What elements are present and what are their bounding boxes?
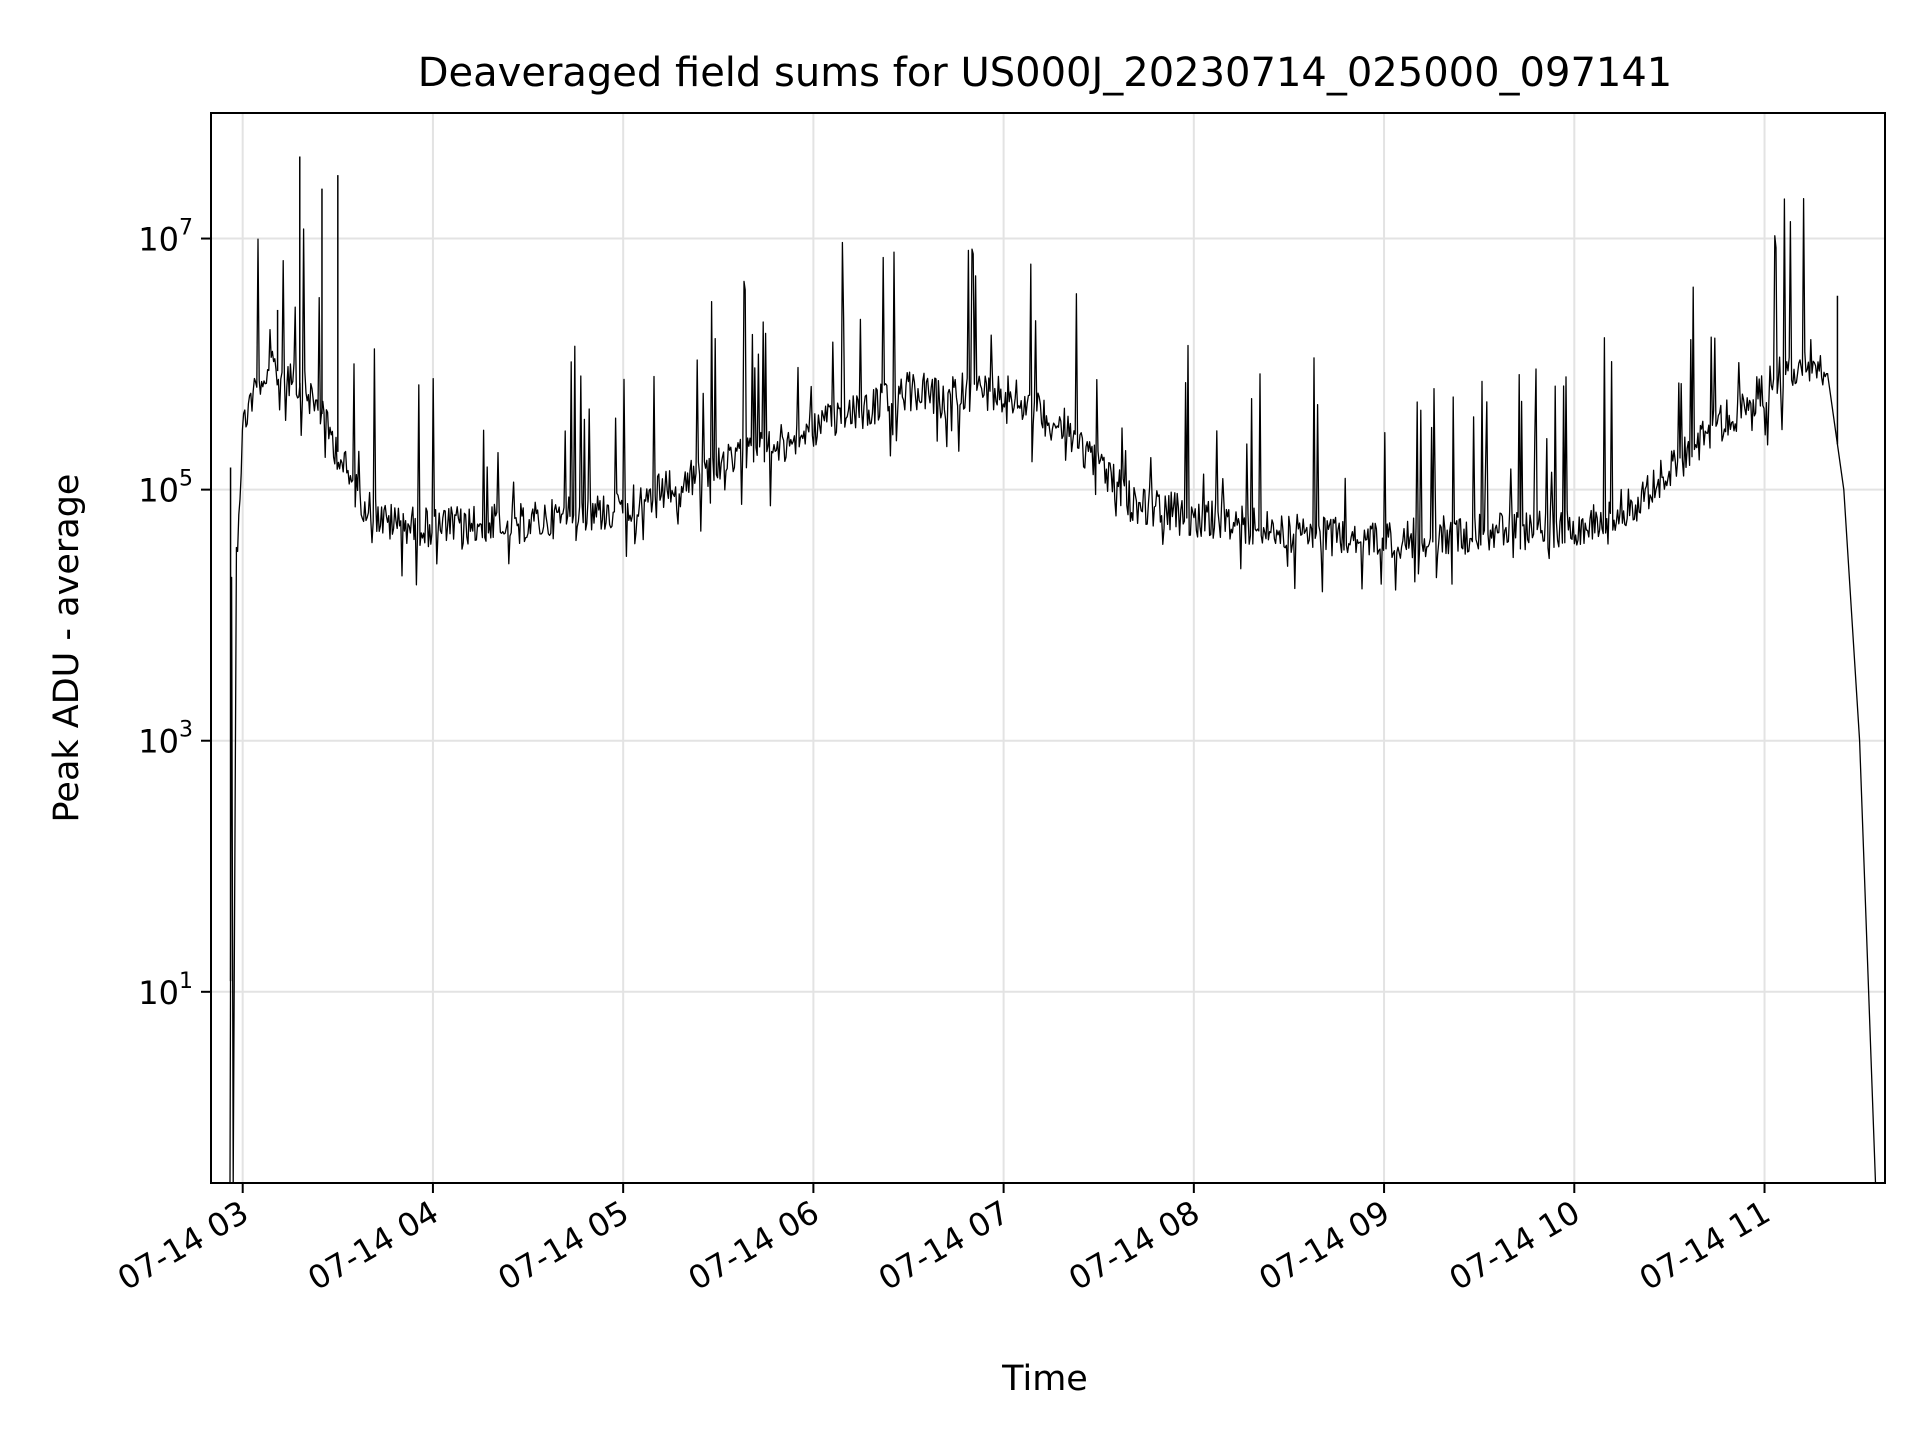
x-axis: 07-14 03 07-14 04 07-14 05 07-14 06 07-14 07… <box>111 1183 1777 1298</box>
x-tick-label: 07-14 10 <box>1443 1193 1587 1298</box>
series-line <box>229 198 1877 1184</box>
y-tick-label: 107 <box>138 216 193 259</box>
series-group <box>229 156 1877 1184</box>
x-tick-label: 07-14 07 <box>872 1193 1016 1298</box>
x-tick-label: 07-14 04 <box>301 1193 445 1298</box>
y-tick-label: 103 <box>138 718 193 761</box>
y-axis-label: Peak ADU - average <box>47 474 87 823</box>
y-tick-label: 105 <box>138 467 193 510</box>
x-tick-label: 07-14 03 <box>111 1193 255 1298</box>
x-tick-label: 07-14 11 <box>1633 1193 1777 1298</box>
grid <box>211 113 1885 1183</box>
x-tick-label: 07-14 06 <box>682 1193 826 1298</box>
y-tick-label: 101 <box>138 969 193 1012</box>
x-tick-label: 07-14 05 <box>492 1193 636 1298</box>
y-axis: 101 103 105 107 <box>138 216 211 1012</box>
x-tick-label: 07-14 09 <box>1252 1193 1396 1298</box>
x-tick-label: 07-14 08 <box>1062 1193 1206 1298</box>
x-axis-label: Time <box>1001 1359 1088 1399</box>
chart-title: Deaveraged field sums for US000J_2023071… <box>418 50 1673 96</box>
plot-frame <box>210 112 1886 1184</box>
